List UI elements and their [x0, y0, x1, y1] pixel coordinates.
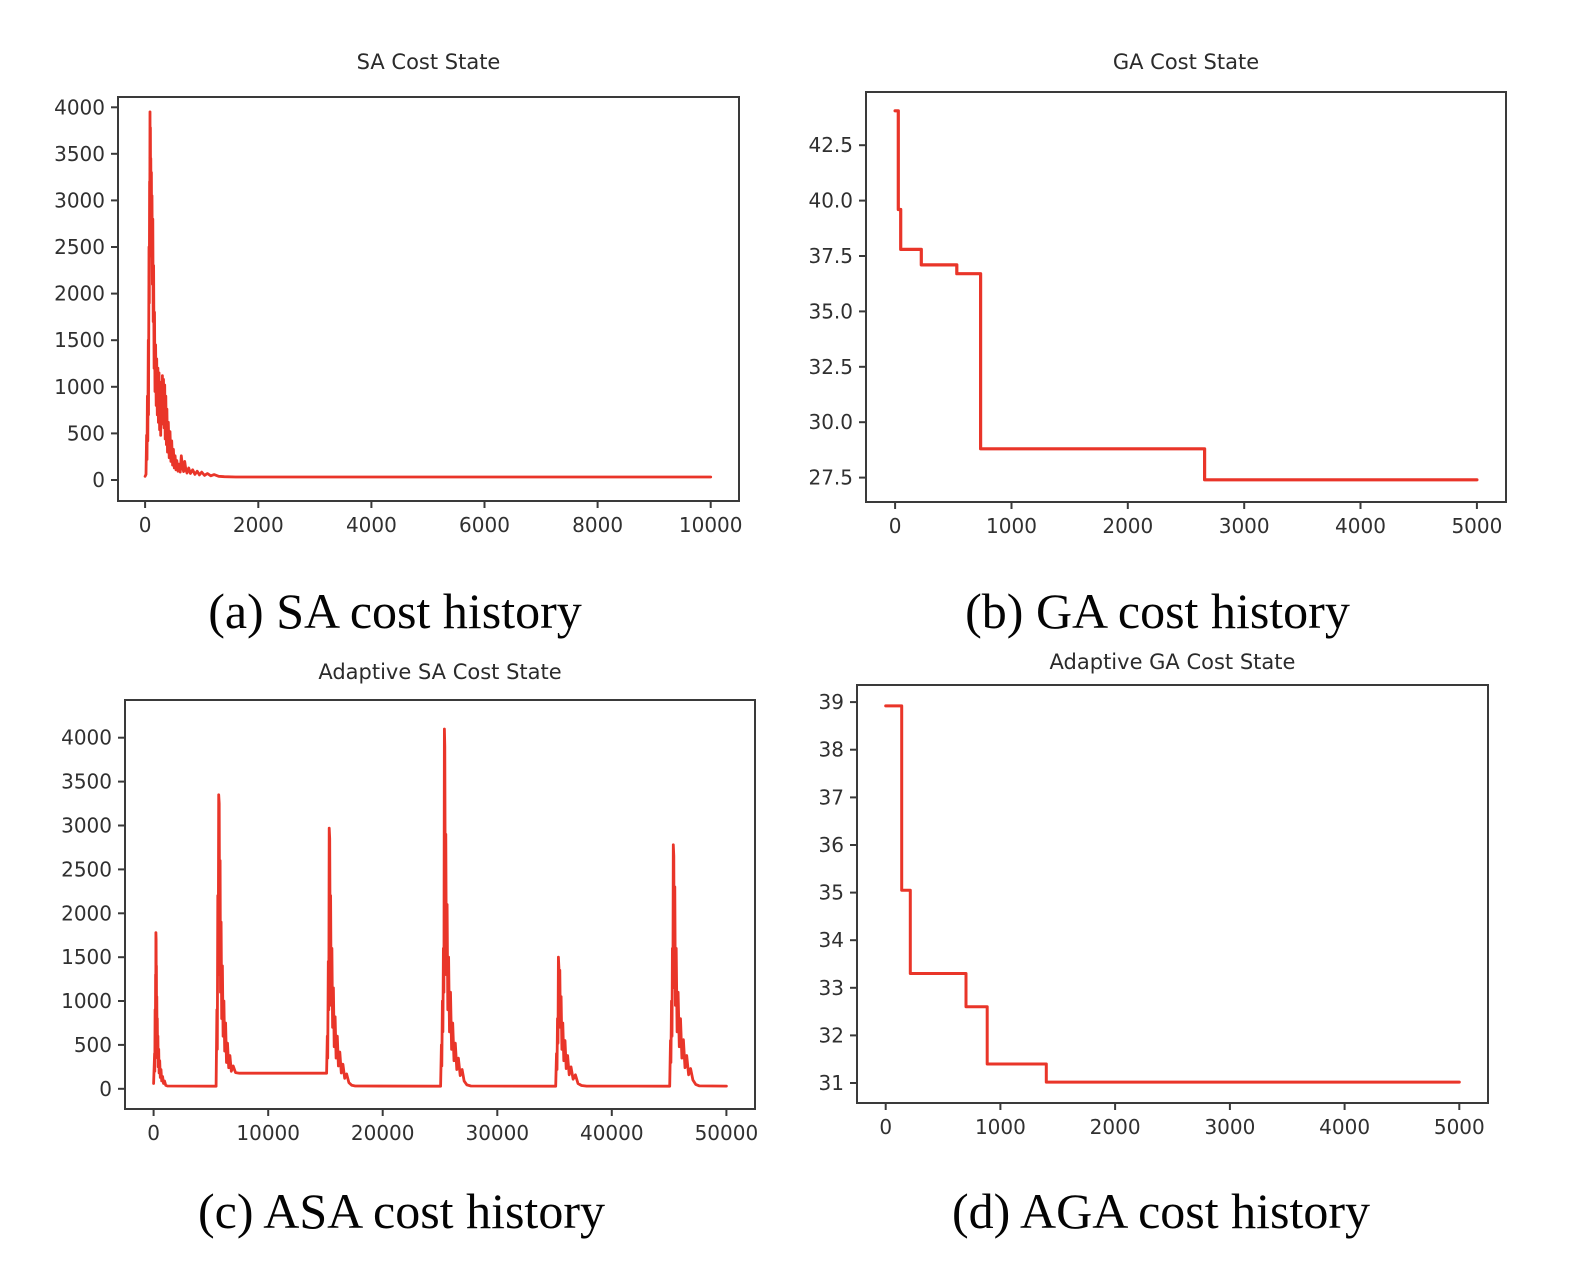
- svg-text:3000: 3000: [1204, 1115, 1255, 1139]
- svg-text:3000: 3000: [1219, 514, 1270, 538]
- svg-text:2000: 2000: [61, 901, 112, 925]
- svg-text:34: 34: [819, 928, 844, 952]
- asa-cost-chart: 0 10000 20000 30000 40000 50000 0 500 1000 1500 20…: [61, 699, 759, 1145]
- svg-text:35.0: 35.0: [808, 299, 853, 323]
- svg-text:42.5: 42.5: [808, 133, 853, 157]
- svg-text:38: 38: [819, 738, 844, 762]
- svg-text:50000: 50000: [695, 1121, 759, 1145]
- svg-text:30.0: 30.0: [808, 410, 853, 434]
- caption-aga: (d) AGA cost history: [951, 1183, 1371, 1239]
- svg-text:10000: 10000: [679, 513, 743, 537]
- svg-text:3000: 3000: [54, 188, 105, 212]
- svg-text:2000: 2000: [54, 282, 105, 306]
- svg-text:4000: 4000: [346, 513, 397, 537]
- svg-text:1000: 1000: [986, 514, 1037, 538]
- svg-text:1000: 1000: [54, 375, 105, 399]
- panel-aga: Adaptive GA Cost State 0 1000 2000 3000 4000…: [797, 640, 1525, 1150]
- svg-text:2500: 2500: [61, 857, 112, 881]
- svg-text:1500: 1500: [54, 328, 105, 352]
- svg-text:4000: 4000: [1319, 1115, 1370, 1139]
- caption-ga: (b) GA cost history: [965, 583, 1350, 639]
- svg-text:5000: 5000: [1434, 1115, 1485, 1139]
- svg-text:10000: 10000: [236, 1121, 300, 1145]
- svg-text:500: 500: [74, 1033, 112, 1057]
- svg-text:4000: 4000: [54, 95, 105, 119]
- svg-text:36: 36: [819, 833, 844, 857]
- svg-text:2500: 2500: [54, 235, 105, 259]
- svg-text:3500: 3500: [54, 142, 105, 166]
- svg-text:31: 31: [819, 1071, 844, 1095]
- svg-text:500: 500: [67, 421, 105, 445]
- svg-text:3000: 3000: [61, 814, 112, 838]
- svg-text:33: 33: [819, 976, 844, 1000]
- aga-cost-chart: 0 1000 2000 3000 4000 5000 31 32 33 34 35 36 37 38 39: [819, 684, 1489, 1139]
- svg-text:5000: 5000: [1451, 514, 1502, 538]
- svg-text:27.5: 27.5: [808, 466, 853, 490]
- chart-title-asa: Adaptive SA Cost State: [318, 660, 562, 684]
- svg-text:4000: 4000: [1335, 514, 1386, 538]
- svg-text:0: 0: [889, 514, 902, 538]
- svg-text:3500: 3500: [61, 770, 112, 794]
- svg-text:6000: 6000: [459, 513, 510, 537]
- svg-text:2000: 2000: [233, 513, 284, 537]
- caption-sa: (a) SA cost history: [208, 583, 582, 639]
- svg-text:1000: 1000: [975, 1115, 1026, 1139]
- chart-title-aga: Adaptive GA Cost State: [1049, 650, 1296, 674]
- svg-text:32.5: 32.5: [808, 355, 853, 379]
- ga-cost-chart: 0 1000 2000 3000 4000 5000 27.5 30.0 32.5 35.0 37.…: [808, 91, 1507, 538]
- panel-sa: SA Cost State 0 2000 4000 6000 8000 10000 0 500…: [30, 40, 760, 556]
- svg-text:39: 39: [819, 690, 844, 714]
- svg-text:37.5: 37.5: [808, 244, 853, 268]
- svg-text:30000: 30000: [465, 1121, 529, 1145]
- svg-text:35: 35: [819, 881, 844, 905]
- chart-title-sa: SA Cost State: [356, 50, 501, 74]
- svg-text:0: 0: [99, 1077, 112, 1101]
- svg-text:1000: 1000: [61, 989, 112, 1013]
- svg-text:32: 32: [819, 1023, 844, 1047]
- svg-text:0: 0: [139, 513, 152, 537]
- svg-text:20000: 20000: [351, 1121, 415, 1145]
- chart-title-ga: GA Cost State: [1112, 50, 1260, 74]
- svg-text:40.0: 40.0: [808, 189, 853, 213]
- svg-text:0: 0: [879, 1115, 892, 1139]
- svg-text:2000: 2000: [1090, 1115, 1141, 1139]
- svg-text:2000: 2000: [1102, 514, 1153, 538]
- svg-text:8000: 8000: [572, 513, 623, 537]
- svg-text:0: 0: [147, 1121, 160, 1145]
- svg-text:40000: 40000: [580, 1121, 644, 1145]
- svg-text:1500: 1500: [61, 945, 112, 969]
- caption-asa: (c) ASA cost history: [198, 1183, 605, 1239]
- svg-text:4000: 4000: [61, 726, 112, 750]
- panel-asa: Adaptive SA Cost State 0 10000 20000 30000 4…: [38, 650, 765, 1160]
- svg-text:0: 0: [92, 468, 105, 492]
- sa-cost-chart: 0 2000 4000 6000 8000 10000 0 500 1000 1500 2000 25…: [54, 95, 743, 537]
- panel-ga: GA Cost State 0 1000 2000 3000 4000 5000 27.5 3…: [795, 40, 1520, 556]
- svg-text:37: 37: [819, 785, 844, 809]
